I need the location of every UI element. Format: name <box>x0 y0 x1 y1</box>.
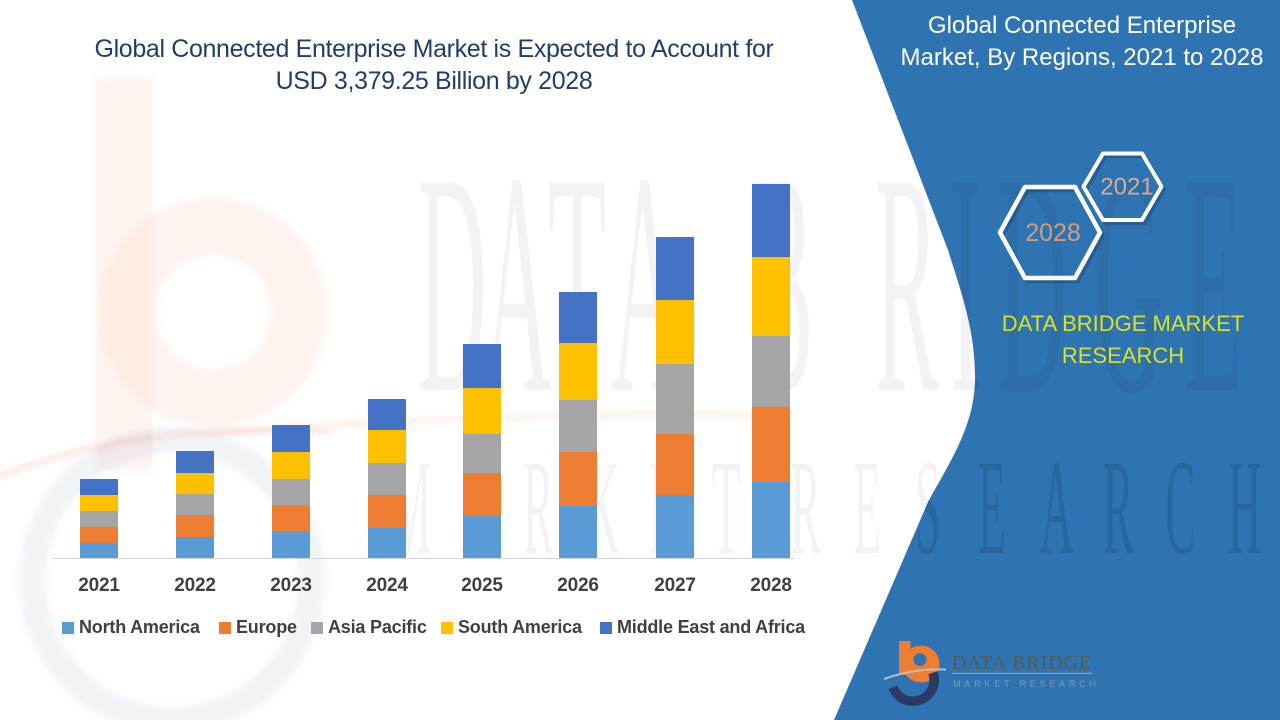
svg-text:2021: 2021 <box>1100 174 1153 201</box>
svg-text:MARKET RESEARCH: MARKET RESEARCH <box>953 679 1100 689</box>
svg-text:2028: 2028 <box>1025 219 1081 247</box>
svg-text:DATA BRIDGE: DATA BRIDGE <box>952 653 1092 674</box>
